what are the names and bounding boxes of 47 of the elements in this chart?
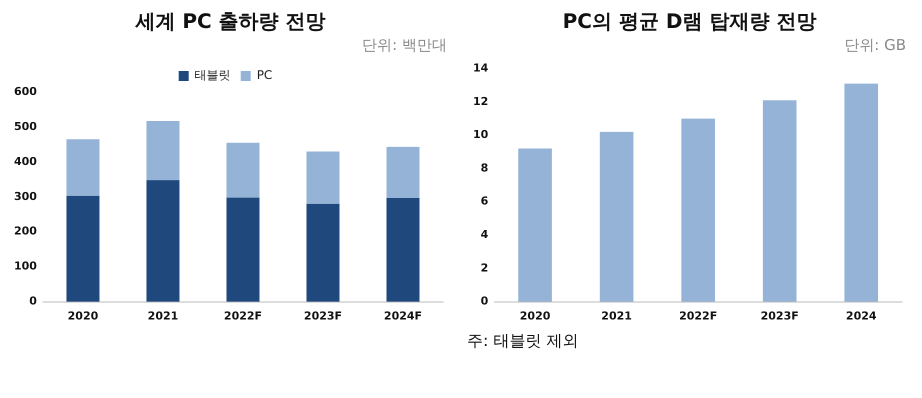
bar: [518, 148, 552, 302]
bar: [146, 180, 180, 302]
x-tick-label: 2021: [148, 309, 178, 322]
x-tick-label: 2023F: [760, 309, 799, 322]
bar: [386, 198, 420, 302]
bar: [226, 142, 260, 198]
y-tick-label: 4: [480, 228, 489, 242]
x-tick-label: 2024F: [384, 309, 422, 322]
x-tick-label: 2024: [846, 309, 877, 322]
y-tick-label: 400: [14, 154, 38, 168]
x-tick-label: 2023F: [304, 309, 342, 322]
y-tick-label: 100: [14, 260, 38, 273]
bar: [306, 151, 340, 204]
y-tick-label: 0: [480, 294, 489, 308]
bar: [226, 198, 260, 302]
bar: [66, 196, 100, 302]
y-tick-label: 600: [14, 84, 38, 98]
legend-label: PC: [256, 68, 272, 82]
y-tick-label: 14: [472, 61, 489, 74]
x-tick-label: 2020: [520, 309, 551, 322]
y-tick-label: 300: [14, 190, 38, 203]
y-tick-label: 10: [472, 128, 489, 142]
text: 단위: GB: [843, 36, 907, 56]
y-tick-label: 200: [14, 224, 38, 238]
chart-title: 세계 PC 출하량 전망: [134, 8, 327, 35]
bar: [762, 100, 797, 302]
bar: [681, 118, 715, 302]
y-tick-label: 2: [480, 261, 488, 274]
bar: [600, 132, 634, 302]
y-tick-label: 12: [472, 94, 488, 108]
bar: [306, 204, 340, 302]
bar: [844, 84, 878, 302]
y-tick-label: 500: [14, 120, 38, 133]
x-tick-label: 2022F: [679, 309, 718, 322]
bar: [146, 121, 180, 180]
y-tick-label: 8: [480, 161, 488, 174]
bar: [386, 146, 420, 198]
text: 단위: 백만대: [361, 36, 448, 56]
x-tick-label: 2022F: [224, 309, 262, 322]
x-tick-label: 2021: [601, 309, 632, 322]
chart-title: PC의 평균 D램 탑재량 전망: [562, 8, 818, 35]
y-tick-label: 0: [29, 294, 38, 308]
x-tick-label: 2020: [68, 309, 99, 322]
legend-label: 태블릿: [194, 68, 231, 82]
text: 주: 태블릿 제외: [467, 331, 580, 352]
bar: [66, 139, 100, 196]
y-tick-label: 6: [480, 194, 489, 208]
